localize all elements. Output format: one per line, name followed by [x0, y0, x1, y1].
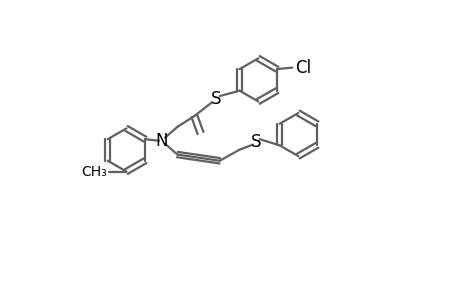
Text: CH₃: CH₃	[81, 164, 107, 178]
Text: S: S	[250, 133, 261, 151]
Text: S: S	[210, 90, 221, 108]
Text: Cl: Cl	[294, 58, 310, 76]
Text: N: N	[156, 132, 168, 150]
